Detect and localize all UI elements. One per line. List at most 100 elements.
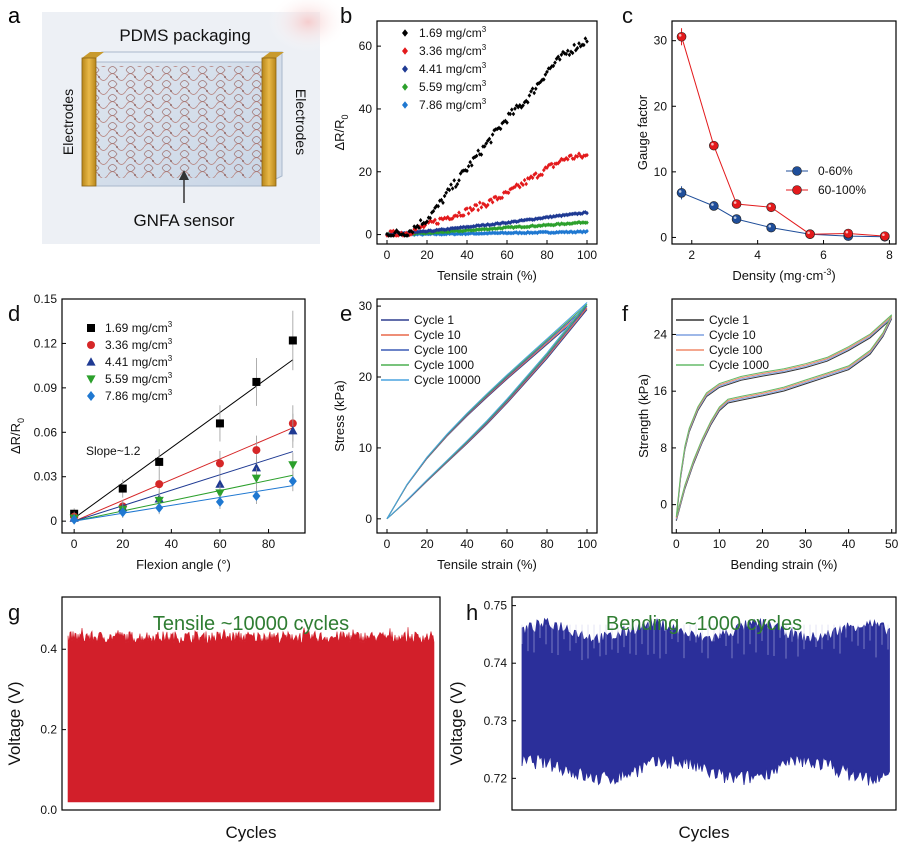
y-tick-label: 0.12 <box>34 336 58 350</box>
point-highlight <box>807 231 810 235</box>
data-point <box>505 120 509 125</box>
legend-label-text: 3.36 mg/cm <box>419 44 482 58</box>
x-tick-label: 80 <box>540 537 554 551</box>
pdms-packaging-label: PDMS packaging <box>119 26 250 45</box>
plot-frame <box>61 298 306 534</box>
data-point <box>479 222 484 228</box>
panel-d-chart: d 0 20 40 60 80 0 0.03 0.06 0.09 0.12 0.15 Flexion a… <box>8 292 306 572</box>
data-point <box>457 178 461 183</box>
electrode-right-top <box>262 52 284 58</box>
x-tick-label: 20 <box>116 537 130 551</box>
fit-line <box>74 485 293 522</box>
legend-label: Cycle 100 <box>709 343 763 357</box>
y-tick-label: 0.2 <box>40 723 57 737</box>
data-point <box>455 213 460 219</box>
voltage-signal-band <box>521 617 890 786</box>
gnfa-sensor-label: GNFA sensor <box>133 211 234 230</box>
data-point <box>251 474 261 484</box>
data-point <box>545 229 549 235</box>
data-point <box>513 184 517 190</box>
legend-label: 1.69 mg/cm3 <box>419 25 487 40</box>
data-point <box>518 184 522 190</box>
data-point <box>468 159 472 165</box>
data-point <box>731 199 742 209</box>
data-point <box>454 184 458 190</box>
x-tick-label: 2 <box>688 248 695 262</box>
legend-label: 60-100% <box>818 183 866 197</box>
data-point <box>494 194 498 200</box>
data-point <box>471 206 476 212</box>
data-point <box>215 479 225 488</box>
data-point <box>766 222 776 233</box>
data-point <box>487 198 492 203</box>
panel-g-chart: g 0.0 0.2 0.4 Tensile ~10000 cycles Cycles Vol… <box>5 596 441 842</box>
point-highlight <box>733 216 737 219</box>
data-point <box>585 39 589 44</box>
legend-label-text: 3.36 mg/cm <box>105 338 168 352</box>
x-tick-label: 60 <box>500 537 514 551</box>
data-point <box>766 202 776 213</box>
data-point <box>486 231 490 236</box>
y-tick-label: 0.72 <box>484 771 508 785</box>
data-point <box>470 228 474 233</box>
data-point <box>566 157 570 162</box>
data-point <box>402 65 408 73</box>
data-point <box>521 230 525 236</box>
legend-label: Cycle 100 <box>414 343 468 357</box>
data-point <box>454 231 458 237</box>
legend-label: 5.59 mg/cm3 <box>105 371 173 386</box>
y-axis-label-subscript: 0 <box>16 418 26 423</box>
y-tick-label: 10 <box>359 441 373 455</box>
data-point <box>417 225 421 231</box>
y-tick-label: 8 <box>660 441 667 455</box>
data-point <box>545 69 549 75</box>
panel-letter: c <box>622 3 633 28</box>
data-point <box>402 101 408 109</box>
panel-f-chart: f 0 10 20 30 40 50 0 8 16 24 Bending strain (%) Stre… <box>622 298 899 572</box>
y-tick-label: 20 <box>359 165 373 179</box>
legend-label: Cycle 1 <box>414 313 454 327</box>
y-tick-label: 30 <box>654 34 668 48</box>
legend-label-text: 4.41 mg/cm <box>419 62 482 76</box>
data-point <box>559 52 564 58</box>
data-point <box>470 224 474 230</box>
x-axis-label-superscript: -3 <box>823 267 831 277</box>
data-point <box>444 190 448 196</box>
data-point <box>487 230 492 236</box>
y-axis-label-text: ΔR/R <box>8 423 23 454</box>
data-point <box>567 52 572 58</box>
data-point <box>410 230 415 235</box>
panel-c-chart: c 2 4 6 8 0 10 20 30 Density (mg·cm-3) Gauge facto… <box>622 3 897 283</box>
y-tick-label: 20 <box>359 370 373 384</box>
data-point <box>446 214 450 220</box>
data-point <box>569 153 573 158</box>
data-point <box>561 221 565 227</box>
chart-title: Tensile ~10000 cycles <box>153 613 349 635</box>
legend-label: 0-60% <box>818 164 853 178</box>
point-highlight <box>768 204 772 208</box>
legend-label-superscript: 3 <box>482 25 487 34</box>
x-tick-label: 40 <box>460 248 474 262</box>
data-point <box>436 204 440 209</box>
data-point <box>495 126 500 132</box>
data-point <box>537 223 541 228</box>
data-point <box>439 216 444 221</box>
data-point <box>462 213 466 218</box>
data-point <box>545 165 549 170</box>
x-tick-label: 20 <box>756 537 770 551</box>
data-point <box>494 221 498 226</box>
data-point <box>474 202 479 208</box>
y-tick-label: 60 <box>359 39 373 53</box>
data-point <box>402 83 408 91</box>
y-tick-label: 16 <box>654 384 668 398</box>
data-point <box>462 224 466 230</box>
y-tick-label: 0 <box>660 230 667 244</box>
data-point <box>551 164 556 170</box>
data-point <box>447 229 452 235</box>
data-point <box>457 210 461 215</box>
data-point <box>215 489 225 498</box>
legend-label: Cycle 1000 <box>709 358 769 372</box>
data-point <box>486 138 490 144</box>
x-tick-label: 6 <box>820 248 827 262</box>
data-point <box>489 140 493 145</box>
